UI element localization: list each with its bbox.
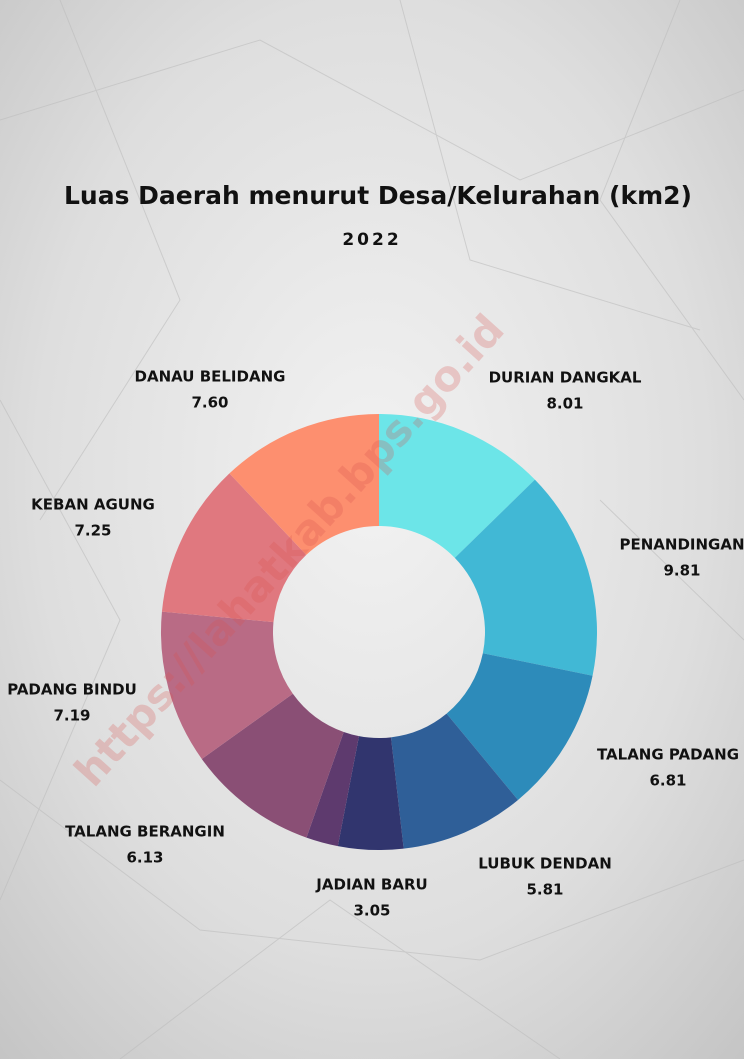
slice-value: 7.60	[191, 394, 228, 412]
slice-value: 3.05	[353, 902, 390, 920]
slice-label: TALANG PADANG	[597, 746, 739, 764]
chart-subtitle: 2022	[342, 230, 401, 250]
slice-label: TALANG BERANGIN	[65, 823, 225, 841]
slice-label: JADIAN BARU	[315, 876, 427, 894]
slice-label: PENANDINGAN	[619, 536, 744, 554]
slice-value: 7.19	[53, 707, 90, 725]
slice-label: PADANG BINDU	[7, 681, 137, 699]
slice-value: 6.81	[649, 772, 686, 790]
donut-slice	[390, 713, 518, 849]
labels: DURIAN DANGKAL 8.01 PENANDINGAN 9.81 TALANG …	[7, 368, 744, 920]
donut-slice	[201, 693, 344, 838]
slice-value: 5.81	[526, 881, 563, 899]
slice-label: DURIAN DANGKAL	[489, 369, 642, 387]
donut-slice	[306, 731, 359, 847]
donut-slice	[337, 736, 404, 850]
slice-label: LUBUK DENDAN	[478, 855, 612, 873]
slice-label: DANAU BELIDANG	[135, 368, 286, 386]
slice-value: 7.25	[74, 522, 111, 540]
chart-title: Luas Daerah menurut Desa/Kelurahan (km2)	[64, 181, 692, 210]
donut-slice	[454, 479, 598, 676]
slice-label: KEBAN AGUNG	[31, 496, 155, 514]
donut-slice	[229, 414, 379, 555]
donut	[161, 414, 598, 850]
donut-slice	[379, 414, 535, 558]
slice-value: 8.01	[546, 395, 583, 413]
donut-slice	[161, 473, 307, 623]
slice-value: 9.81	[663, 562, 700, 580]
slice-value: 6.13	[126, 849, 163, 867]
donut-slice	[161, 611, 293, 759]
donut-slice	[446, 653, 593, 800]
